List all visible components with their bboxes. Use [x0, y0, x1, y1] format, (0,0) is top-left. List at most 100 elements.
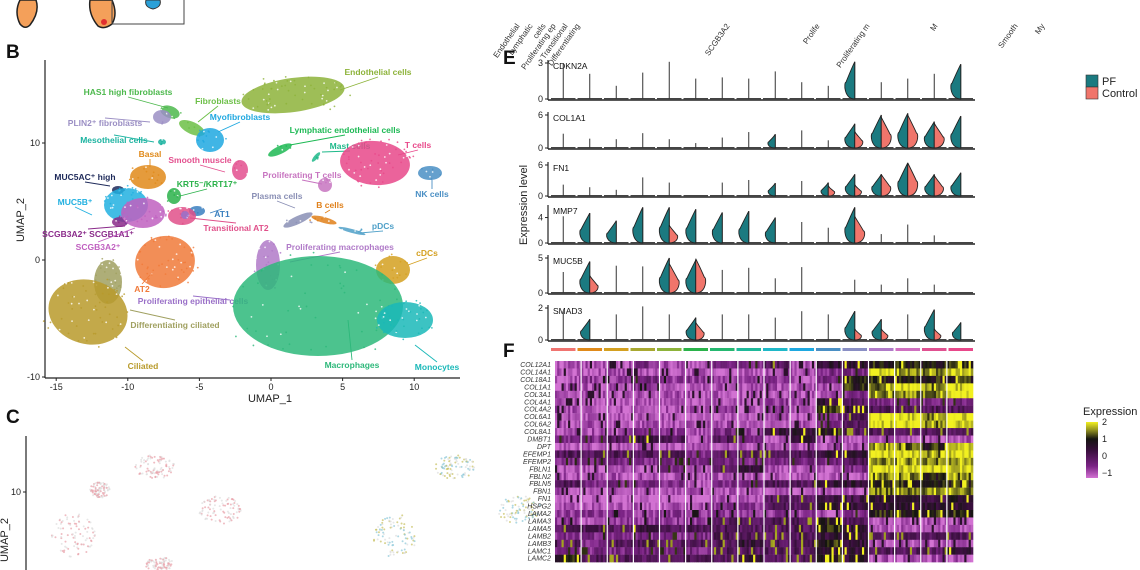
pf-violin [844, 174, 856, 197]
cell-point [325, 99, 328, 102]
heatmap-cell [885, 405, 889, 414]
heatmap-cell [970, 413, 974, 421]
heatmap-cell [559, 480, 562, 488]
heatmap-cell [785, 361, 789, 369]
heatmap-cell [687, 420, 691, 429]
heatmap-cell [840, 428, 843, 436]
heatmap-cell [783, 361, 787, 369]
heatmap-cell [707, 457, 710, 466]
heatmap-cell [642, 368, 645, 377]
heatmap-cell [705, 435, 708, 444]
heatmap-cell [764, 472, 767, 481]
heatmap-cell [888, 457, 891, 466]
heatmap-cell [635, 472, 639, 481]
heatmap-cell [648, 398, 652, 406]
cell-point [110, 281, 113, 284]
cell-point [108, 488, 111, 491]
heatmap-cell [598, 390, 602, 399]
heatmap-cell [692, 428, 695, 436]
heatmap-cell [670, 435, 673, 444]
cell-point [159, 285, 162, 287]
heatmap-cell [838, 465, 841, 473]
heatmap-cell [774, 398, 778, 406]
cell-point [136, 190, 139, 193]
heatmap-cell [711, 383, 715, 391]
heatmap-cell [731, 428, 734, 436]
cell-point [294, 94, 297, 97]
heatmap-cell [635, 383, 639, 391]
y-tick-label: 0 [538, 94, 543, 104]
cell-point [94, 279, 97, 282]
heatmap-cell [783, 465, 787, 473]
heatmap-cell [605, 465, 608, 473]
heatmap-cell [578, 457, 582, 466]
heatmap-cell [918, 368, 922, 377]
heatmap-cell [629, 405, 632, 414]
heatmap-cell [920, 361, 924, 369]
heatmap-cell [840, 361, 843, 369]
heatmap-cell [583, 472, 586, 481]
heatmap-cell [574, 428, 578, 436]
heatmap-cell [709, 375, 713, 384]
heatmap-cell [596, 465, 599, 473]
cell-point [338, 264, 341, 267]
heatmap-cell [944, 420, 948, 429]
heatmap-cell [742, 465, 745, 473]
heatmap-cell [942, 390, 945, 399]
heatmap-cell [724, 413, 728, 421]
heatmap-cell [894, 361, 898, 369]
heatmap-cell [970, 450, 974, 459]
cell-point [339, 171, 342, 173]
heatmap-cell [666, 390, 669, 399]
heatmap-cell [805, 398, 808, 406]
heatmap-cell [781, 457, 784, 466]
cell-point [382, 533, 385, 536]
cell-point [408, 155, 411, 158]
heatmap-cell [914, 390, 917, 399]
heatmap-cell [822, 442, 826, 451]
heatmap-cell [583, 390, 586, 399]
heatmap-cell [659, 480, 662, 488]
cell-point [101, 485, 104, 488]
heatmap-cell [609, 375, 612, 384]
heatmap-cell [737, 420, 741, 429]
heatmap-cell [872, 398, 876, 406]
heatmap-cell [922, 361, 926, 369]
heatmap-cell [770, 435, 774, 444]
heatmap-cell [794, 383, 797, 391]
cell-point [406, 537, 409, 540]
heatmap-cell [903, 465, 906, 473]
heatmap-cell [774, 383, 778, 391]
heatmap-cell [589, 398, 593, 406]
heatmap-cell [764, 435, 767, 444]
heatmap-cell [652, 465, 656, 473]
cell-point [240, 164, 243, 167]
heatmap-cell [861, 428, 865, 436]
cell-point [393, 524, 396, 527]
heatmap-cell [864, 450, 867, 459]
heatmap-cell [646, 368, 649, 377]
heatmap-cell [598, 428, 602, 436]
cluster-cells [179, 119, 205, 137]
heatmap-cell [838, 428, 841, 436]
heatmap-cell [940, 435, 943, 444]
heatmap-cell [824, 375, 828, 384]
heatmap-cell [757, 442, 760, 451]
heatmap-cell [779, 428, 782, 436]
heatmap-cell [609, 435, 612, 444]
heatmap-cell [844, 442, 848, 451]
heatmap-cell [883, 450, 887, 459]
heatmap-cell [753, 368, 756, 377]
cell-point [67, 522, 70, 525]
heatmap-cell [864, 383, 867, 391]
cell-point [426, 309, 428, 312]
cell-point [167, 259, 170, 262]
heatmap-cell [955, 390, 959, 399]
cell-point [473, 466, 476, 469]
heatmap-cell [737, 405, 741, 414]
heatmap-cell [681, 398, 684, 406]
legend-label-control: Control [1102, 88, 1137, 100]
x-tick-label: -10 [121, 382, 134, 392]
heatmap-cell [583, 457, 586, 466]
